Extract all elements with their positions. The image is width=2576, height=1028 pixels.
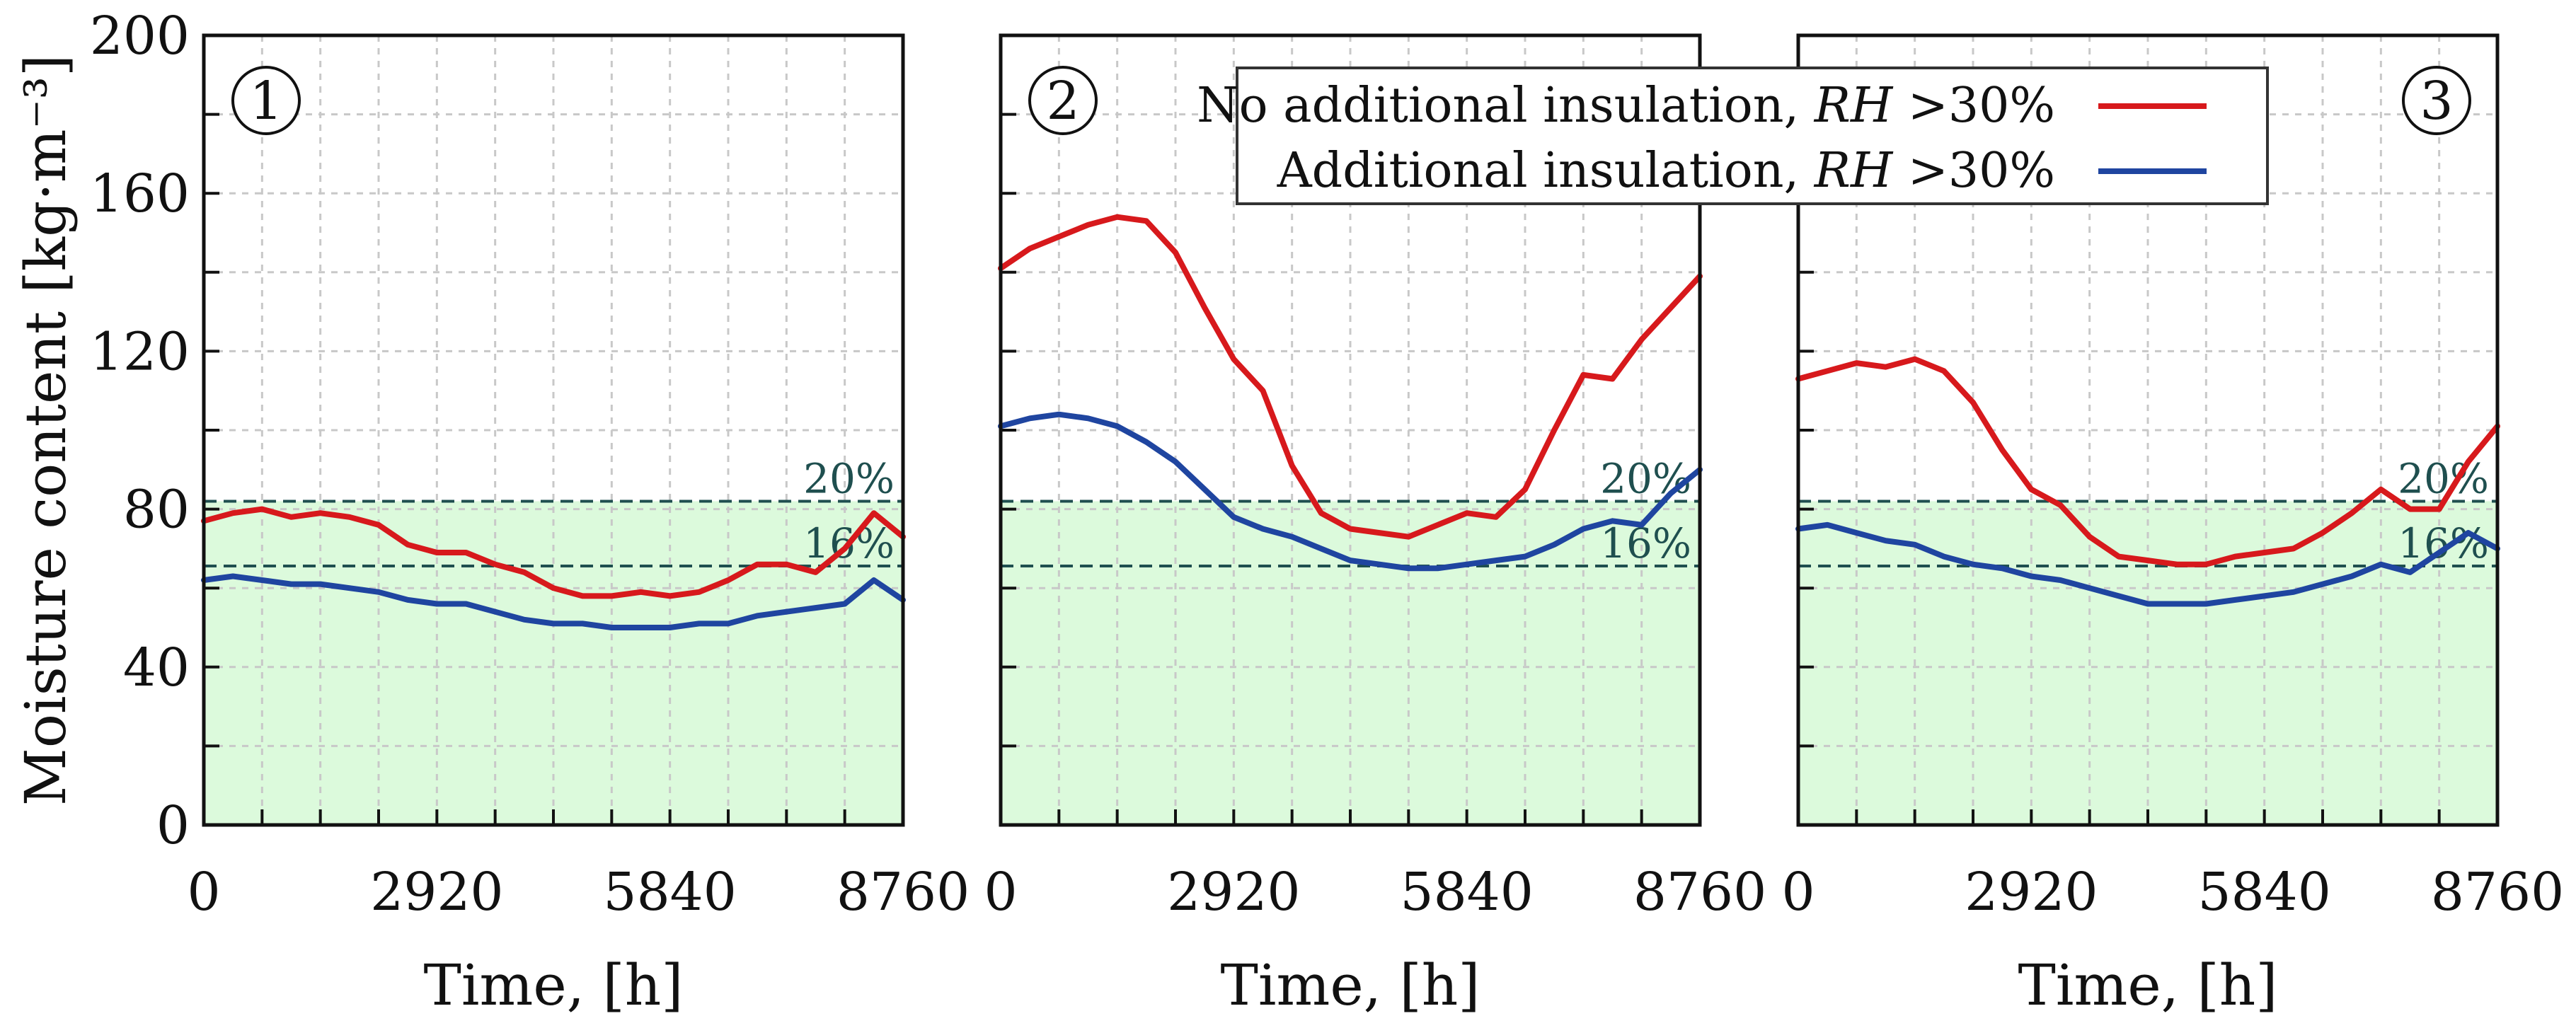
- legend-entry-label: Additional insulation, RH >30%: [1277, 143, 2055, 199]
- x-tick-label: 5840: [604, 862, 737, 923]
- legend-entry-label: No additional insulation, RH >30%: [1197, 78, 2055, 134]
- x-tick-label: 2920: [1965, 862, 2098, 923]
- panel-badge-circle: [1028, 66, 1098, 135]
- reference-label: 20%: [1600, 454, 1691, 502]
- series-line-insulation: [998, 411, 1703, 572]
- y-tick-label: 0: [156, 795, 190, 856]
- grid: [204, 35, 903, 825]
- y-tick-label: 40: [123, 637, 190, 698]
- panel-badge-circle: [2402, 66, 2471, 135]
- series-line-no-insulation: [201, 506, 906, 599]
- reference-label: 20%: [803, 454, 895, 502]
- series-line-no-insulation: [1795, 356, 2500, 567]
- x-tick-label: 0: [187, 862, 220, 923]
- x-tick-label: 5840: [2198, 862, 2331, 923]
- y-axis-title: Moisture content [kg·m⁻³]: [13, 54, 79, 806]
- axis-ticks: [999, 34, 1701, 826]
- x-tick-label: 5840: [1401, 862, 1534, 923]
- y-tick-label: 200: [90, 6, 190, 67]
- reference-label: 16%: [2398, 519, 2489, 567]
- x-tick-label: 8760: [836, 862, 970, 923]
- x-tick-label: 8760: [1633, 862, 1766, 923]
- x-axis-title: Time, [h]: [424, 952, 684, 1018]
- panel-3: 20% 16% 0 2920 5840 8760 Time, [h] 3: [1781, 33, 2564, 1018]
- series-line-insulation: [201, 573, 906, 630]
- panel-badge-circle: [231, 66, 301, 135]
- x-tick-label: 2920: [370, 862, 503, 923]
- x-tick-label: 0: [1781, 862, 1815, 923]
- panel-badge-number: 2: [1046, 71, 1079, 132]
- panel-badge-number: 3: [2420, 71, 2453, 132]
- y-tick-label: 80: [123, 480, 190, 541]
- y-tick-label: 160: [90, 163, 190, 224]
- series-line-no-insulation: [998, 214, 1703, 540]
- reference-label: 20%: [2398, 454, 2489, 502]
- x-axis-title: Time, [h]: [1221, 952, 1480, 1018]
- x-tick-label: 8760: [2431, 862, 2564, 923]
- x-tick-label: 2920: [1167, 862, 1300, 923]
- series-line-insulation: [1795, 521, 2500, 607]
- axis-ticks: [1797, 34, 2499, 826]
- y-tick-label: 120: [90, 321, 190, 382]
- axis-ticks: [202, 34, 904, 826]
- panel-badge-number: 1: [249, 71, 282, 132]
- x-axis-title: Time, [h]: [2018, 952, 2278, 1018]
- x-tick-label: 0: [984, 862, 1017, 923]
- reference-label: 16%: [1600, 519, 1691, 567]
- legend-box: [1236, 67, 2269, 205]
- legend: No additional insulation, RH >30% Additio…: [1197, 67, 2269, 205]
